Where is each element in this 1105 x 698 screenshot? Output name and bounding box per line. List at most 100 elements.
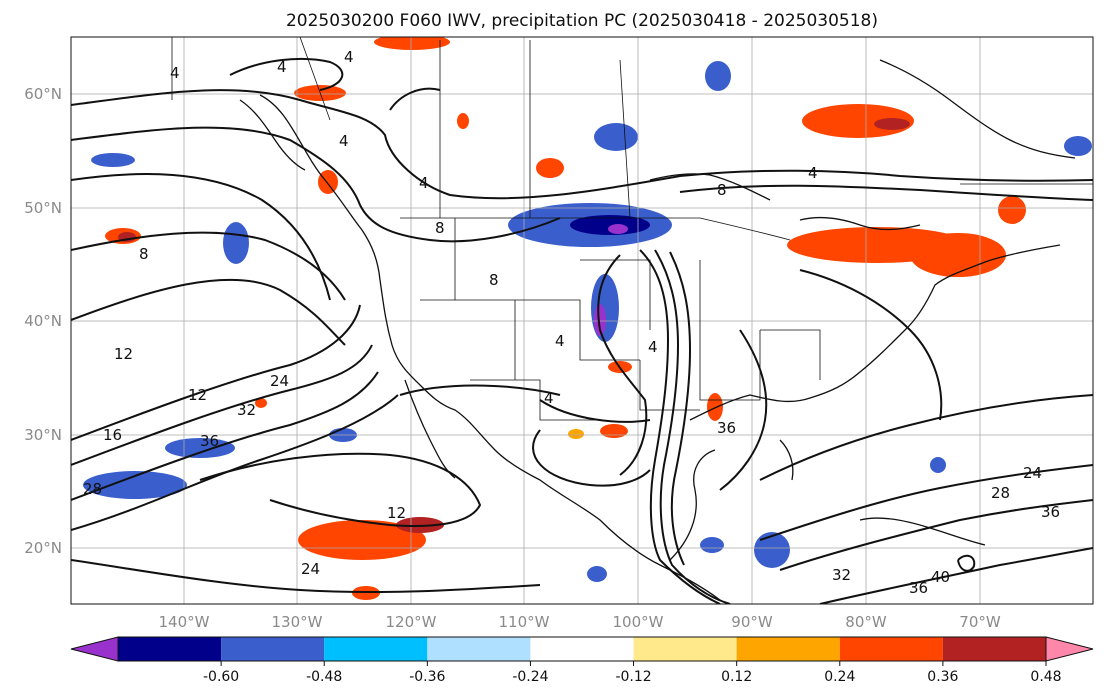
precip-patch-negative [608, 224, 628, 234]
precip-patch-positive [998, 196, 1026, 224]
contour-label: 4 [808, 164, 818, 182]
precip-patch-negative [165, 438, 235, 458]
colorbar-segment [633, 637, 737, 661]
precip-patch-negative [83, 471, 187, 499]
precip-patch-positive [318, 170, 338, 194]
contour-label: 8 [435, 219, 445, 237]
contour-label: 4 [648, 338, 658, 356]
precip-shading [83, 37, 1092, 600]
contour-label: 4 [419, 174, 429, 192]
contour-label: 4 [555, 332, 565, 350]
colorbar-tick-label: -0.12 [615, 669, 651, 685]
lon-label: 130°W [272, 613, 323, 631]
colorbar-segment [221, 637, 325, 661]
precip-patch-negative [223, 222, 249, 264]
map-panel: 4 4 4 4 4 4 4 4 4 8 8 8 8 12 12 12 16 24… [70, 36, 1094, 605]
colorbar-tick-label: -0.36 [409, 669, 445, 685]
precip-patch-negative [930, 457, 946, 473]
lat-label: 60°N [24, 85, 62, 103]
contour-label: 4 [170, 64, 180, 82]
contour-label: 8 [139, 245, 149, 263]
precip-patch-positive [457, 113, 469, 129]
colorbar-tick-label: 0.36 [927, 669, 958, 685]
precip-patch-negative [91, 153, 135, 167]
colorbar-tick-label: 0.12 [721, 669, 752, 685]
lon-label: 80°W [845, 613, 887, 631]
colorbar-tick-label: -0.48 [306, 669, 342, 685]
lat-label: 30°N [24, 426, 62, 444]
precip-patch-positive [374, 37, 450, 50]
precip-patch-negative [570, 215, 650, 235]
colorbar-tick-label: -0.60 [203, 669, 239, 685]
lat-label: 50°N [24, 199, 62, 217]
precip-patch-negative [705, 61, 731, 91]
precip-patch-positive [255, 398, 267, 408]
precip-patch-negative [754, 532, 790, 568]
colorbar-segment [427, 637, 531, 661]
precip-patch-positive [536, 158, 564, 178]
contour-label: 8 [489, 271, 499, 289]
lon-label: 100°W [613, 613, 664, 631]
precip-patch-positive [568, 429, 584, 439]
contour-label: 32 [237, 401, 256, 419]
colorbar-tick-label: 0.24 [824, 669, 855, 685]
colorbar-segment [324, 637, 428, 661]
contour-label: 36 [717, 419, 736, 437]
colorbar-tick-label: 0.48 [1030, 669, 1061, 685]
map-title: 2025030200 F060 IWV, precipitation PC (2… [286, 11, 878, 31]
colorbar-extend-max [1045, 636, 1094, 662]
latitude-labels: 60°N 50°N 40°N 30°N 20°N [24, 85, 62, 557]
contour-label: 40 [931, 568, 950, 586]
coastlines [239, 59, 1076, 601]
precip-patch-positive [874, 118, 910, 130]
contour-label: 36 [1041, 503, 1060, 521]
contour-label: 24 [1023, 464, 1042, 482]
precip-patch-negative [700, 537, 724, 553]
colorbar: -0.60 -0.48 -0.36 -0.24 -0.12 0.12 0.24 0.36 0.4… [70, 636, 1094, 685]
lon-label: 110°W [499, 613, 550, 631]
colorbar-tick-label: -0.24 [512, 669, 548, 685]
state-borders [171, 37, 1093, 421]
colorbar-extend-min [70, 636, 119, 662]
lon-label: 70°W [959, 613, 1001, 631]
precip-patch-negative [1064, 136, 1092, 156]
colorbar-frame [117, 636, 1047, 662]
precip-patch-negative [591, 274, 619, 342]
precip-patch-negative [594, 304, 606, 336]
contour-label: 24 [301, 560, 320, 578]
contour-labels: 4 4 4 4 4 4 4 4 4 8 8 8 8 12 12 12 16 24… [83, 48, 1060, 597]
lat-label: 40°N [24, 312, 62, 330]
contour-label: 32 [832, 566, 851, 584]
longitude-labels: 140°W 130°W 120°W 110°W 100°W 90°W 80°W … [159, 613, 1001, 631]
lat-label: 20°N [24, 539, 62, 557]
contour-label: 8 [717, 181, 727, 199]
colorbar-segment [530, 637, 634, 661]
contour-label: 4 [277, 58, 287, 76]
colorbar-segment [736, 637, 840, 661]
iwv-contours [71, 57, 1093, 604]
contour-label: 4 [344, 48, 354, 66]
precip-patch-negative [587, 566, 607, 582]
contour-label: 12 [114, 345, 133, 363]
contour-label: 16 [103, 426, 122, 444]
map-frame [70, 36, 1094, 605]
precip-patch-positive [600, 424, 628, 438]
contour-label: 4 [544, 389, 554, 407]
colorbar-segment [839, 637, 943, 661]
contour-label: 28 [991, 484, 1010, 502]
precip-patch-positive [910, 233, 1006, 277]
graticule [71, 37, 1093, 604]
colorbar-segment [118, 637, 222, 661]
lon-label: 90°W [731, 613, 773, 631]
contour-label: 12 [387, 504, 406, 522]
precip-patch-positive [707, 393, 723, 421]
precip-patch-positive [298, 520, 426, 560]
colorbar-segment [942, 637, 1046, 661]
lon-label: 140°W [159, 613, 210, 631]
contour-label: 36 [909, 579, 928, 597]
precip-patch-negative [594, 123, 638, 151]
lon-label: 120°W [386, 613, 437, 631]
contour-label: 24 [270, 372, 289, 390]
map-background [71, 37, 1093, 604]
